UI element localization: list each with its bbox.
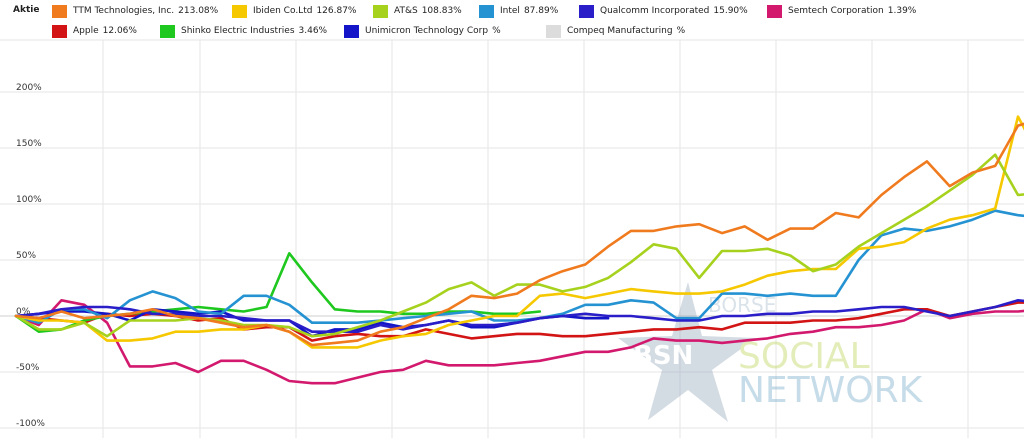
legend-label: Ibiden Co.Ltd	[253, 6, 313, 16]
legend-value: 15.90%	[713, 6, 748, 16]
y-tick-label: 50%	[16, 251, 36, 261]
legend-item[interactable]: Intel 87.89%	[479, 4, 558, 18]
legend-item[interactable]: Shinko Electric Industries 3.46%	[160, 24, 327, 38]
legend-item[interactable]: TTM Technologies, Inc. 213.08%	[52, 4, 218, 18]
legend-label: Apple	[73, 26, 99, 36]
legend-value: 12.06%	[102, 26, 137, 36]
series-line[interactable]	[14, 115, 1024, 349]
legend-value: 108.83%	[421, 6, 462, 16]
legend-label: Shinko Electric Industries	[181, 26, 295, 36]
legend-swatch	[373, 4, 388, 18]
y-tick-label: 100%	[16, 195, 42, 205]
y-axis: 200% 150% 100% 50% 0% -50% -100%	[16, 83, 45, 429]
legend-swatch	[344, 24, 359, 38]
legend-swatch	[52, 24, 67, 38]
legend-label: Compeq Manufacturing	[567, 26, 673, 36]
series-line[interactable]	[14, 77, 1024, 347]
y-tick-label: 200%	[16, 83, 42, 93]
legend-value: %	[492, 26, 501, 36]
y-tick-label: 150%	[16, 139, 42, 149]
legend-value: 126.87%	[316, 6, 357, 16]
legend-title: Aktie	[13, 5, 40, 15]
watermark: BSN BÖRSE SOCIAL NETWORK	[618, 282, 924, 422]
legend-value: 87.89%	[523, 6, 559, 16]
legend-label: Semtech Corporation	[788, 6, 884, 16]
legend-value: 1.39%	[887, 6, 917, 16]
legend-item[interactable]: Unimicron Technology Corp%	[344, 24, 501, 38]
watermark-bsn: BSN	[633, 341, 693, 371]
y-tick-label: -100%	[16, 419, 45, 429]
legend-swatch	[546, 24, 561, 38]
watermark-social: SOCIAL	[738, 336, 870, 377]
legend-item[interactable]: Qualcomm Incorporated 15.90%	[579, 4, 748, 18]
series-line[interactable]	[14, 153, 1024, 338]
legend-swatch	[160, 24, 175, 38]
watermark-network: NETWORK	[738, 370, 924, 411]
series-line[interactable]	[14, 298, 1024, 385]
legend-label: TTM Technologies, Inc.	[73, 6, 175, 16]
legend-label: Unimicron Technology Corp	[365, 26, 489, 36]
legend-swatch	[232, 4, 247, 18]
legend-swatch	[52, 4, 67, 18]
legend-item[interactable]: Semtech Corporation 1.39%	[767, 4, 916, 18]
legend-item[interactable]: AT&S 108.83%	[373, 4, 462, 18]
legend: Aktie TTM Technologies, Inc. 213.08% Ibide…	[0, 0, 1024, 40]
series	[14, 77, 1024, 385]
legend-value: %	[676, 26, 686, 36]
y-tick-label: -50%	[16, 363, 40, 373]
legend-value: 213.08%	[178, 6, 219, 16]
series-line[interactable]	[14, 209, 1024, 325]
legend-label: Qualcomm Incorporated	[600, 6, 710, 16]
legend-item[interactable]: Compeq Manufacturing%	[546, 24, 685, 38]
legend-swatch	[579, 4, 594, 18]
legend-swatch	[479, 4, 494, 18]
y-tick-label: 0%	[16, 307, 31, 317]
legend-swatch	[767, 4, 782, 18]
legend-value: 3.46%	[298, 26, 328, 36]
legend-item[interactable]: Apple 12.06%	[52, 24, 137, 38]
legend-label: Intel	[500, 6, 520, 16]
legend-item[interactable]: Ibiden Co.Ltd 126.87%	[232, 4, 356, 18]
series-line[interactable]	[14, 298, 1024, 334]
legend-label: AT&S	[394, 6, 418, 16]
watermark-star-icon	[618, 282, 756, 422]
